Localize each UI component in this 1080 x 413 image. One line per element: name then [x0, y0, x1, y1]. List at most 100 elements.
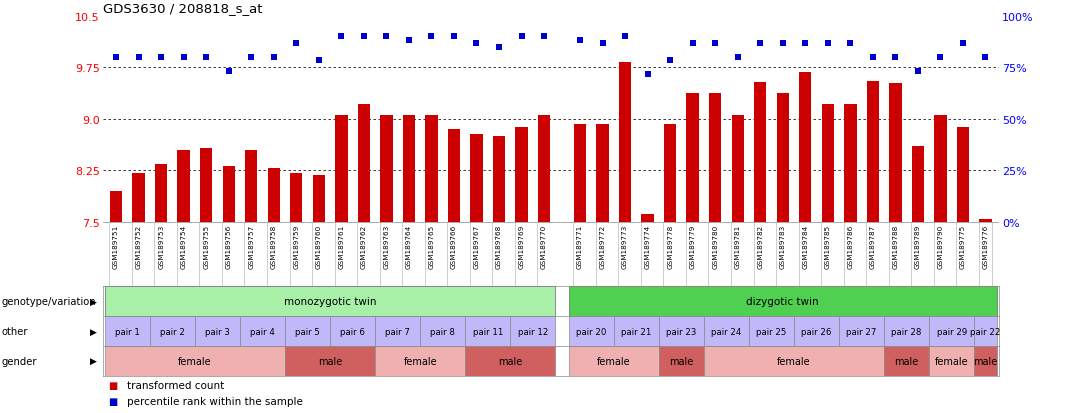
Text: GSM189788: GSM189788 [892, 225, 899, 269]
Text: GSM189762: GSM189762 [361, 225, 367, 269]
Text: female: female [935, 356, 969, 366]
Text: pair 11: pair 11 [473, 327, 503, 336]
Text: GSM189766: GSM189766 [451, 225, 457, 269]
Text: ▶: ▶ [91, 297, 97, 306]
Text: pair 12: pair 12 [517, 327, 548, 336]
Text: male: male [670, 356, 693, 366]
Bar [375, 346, 465, 376]
Bar [885, 316, 929, 346]
Text: male: male [894, 356, 919, 366]
Text: GSM189757: GSM189757 [248, 225, 254, 269]
Text: GSM189768: GSM189768 [496, 225, 502, 269]
Bar [105, 346, 285, 376]
Bar [974, 316, 997, 346]
Bar [375, 316, 420, 346]
Text: GSM189781: GSM189781 [734, 225, 741, 269]
Bar [704, 346, 885, 376]
Text: GSM189763: GSM189763 [383, 225, 390, 269]
Bar [105, 287, 555, 316]
Bar [573, 124, 586, 223]
Bar [822, 104, 834, 223]
Text: pair 6: pair 6 [340, 327, 365, 336]
Text: GSM189779: GSM189779 [690, 225, 696, 269]
Bar [777, 93, 789, 223]
Text: GSM189784: GSM189784 [802, 225, 808, 269]
Text: GDS3630 / 208818_s_at: GDS3630 / 208818_s_at [103, 2, 262, 15]
Bar [420, 316, 465, 346]
Bar [929, 316, 974, 346]
Bar [312, 176, 325, 223]
Text: pair 8: pair 8 [430, 327, 455, 336]
Bar [929, 346, 974, 376]
Text: GSM189778: GSM189778 [667, 225, 673, 269]
Bar [569, 287, 997, 316]
Text: pair 4: pair 4 [251, 327, 275, 336]
Text: GSM189765: GSM189765 [429, 225, 434, 269]
Bar [659, 316, 704, 346]
Text: GSM189770: GSM189770 [541, 225, 548, 269]
Bar [150, 316, 195, 346]
Bar [465, 316, 510, 346]
Bar [934, 116, 947, 223]
Text: GSM189775: GSM189775 [960, 225, 966, 269]
Text: GSM189782: GSM189782 [757, 225, 764, 269]
Text: GSM189767: GSM189767 [473, 225, 480, 269]
Text: pair 3: pair 3 [205, 327, 230, 336]
Text: GSM189776: GSM189776 [983, 225, 988, 269]
Bar [619, 63, 632, 223]
Text: pair 20: pair 20 [576, 327, 607, 336]
Text: female: female [778, 356, 811, 366]
Bar [974, 346, 997, 376]
Bar [470, 135, 483, 223]
Text: GSM189752: GSM189752 [136, 225, 141, 269]
Bar [980, 219, 991, 223]
Text: pair 26: pair 26 [801, 327, 832, 336]
Bar [291, 173, 302, 223]
Bar [957, 128, 969, 223]
Text: female: female [178, 356, 212, 366]
Bar [177, 150, 190, 223]
Text: GSM189758: GSM189758 [271, 225, 276, 269]
Text: male: male [318, 356, 342, 366]
Bar [569, 316, 613, 346]
Bar [642, 214, 653, 223]
Bar [357, 104, 370, 223]
Bar [245, 150, 257, 223]
Text: pair 22: pair 22 [970, 327, 1001, 336]
Text: GSM189787: GSM189787 [869, 225, 876, 269]
Text: GSM189773: GSM189773 [622, 225, 629, 269]
Text: genotype/variation: genotype/variation [1, 297, 96, 306]
Bar [240, 316, 285, 346]
Text: transformed count: transformed count [127, 380, 225, 390]
Text: dizygotic twin: dizygotic twin [746, 297, 819, 306]
Text: pair 5: pair 5 [295, 327, 320, 336]
Text: pair 2: pair 2 [160, 327, 185, 336]
Text: GSM189780: GSM189780 [712, 225, 718, 269]
Text: GSM189790: GSM189790 [937, 225, 944, 269]
Bar [133, 173, 145, 223]
Text: GSM189760: GSM189760 [315, 225, 322, 269]
Bar [403, 116, 415, 223]
Bar [515, 128, 528, 223]
Bar [613, 316, 659, 346]
Text: monozygotic twin: monozygotic twin [284, 297, 376, 306]
Bar [335, 116, 348, 223]
Bar [889, 84, 902, 223]
Text: GSM189761: GSM189761 [338, 225, 345, 269]
Bar [845, 104, 856, 223]
Bar [866, 82, 879, 223]
Bar [569, 346, 659, 376]
Text: other: other [1, 326, 28, 336]
Bar [465, 346, 555, 376]
Bar [664, 124, 676, 223]
Bar [105, 316, 150, 346]
Bar [596, 124, 609, 223]
Text: pair 1: pair 1 [114, 327, 139, 336]
Bar [912, 147, 924, 223]
Bar [426, 116, 437, 223]
Text: pair 28: pair 28 [891, 327, 922, 336]
Text: male: male [973, 356, 998, 366]
Text: GSM189755: GSM189755 [203, 225, 210, 269]
Text: GSM189789: GSM189789 [915, 225, 921, 269]
Text: GSM189764: GSM189764 [406, 225, 411, 269]
